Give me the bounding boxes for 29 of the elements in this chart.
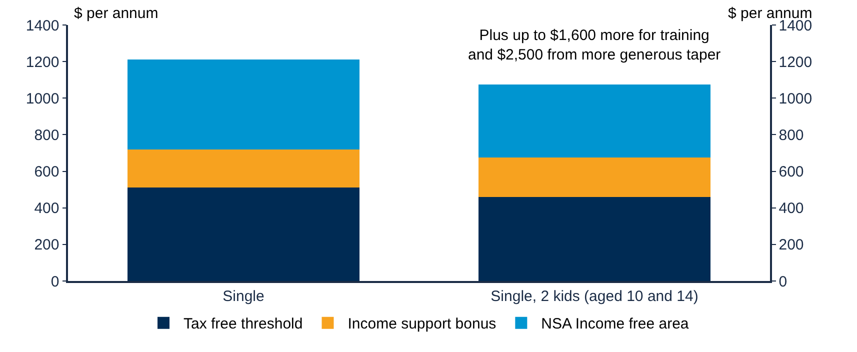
- x-tick-label: Single: [222, 288, 264, 305]
- y2-tick-label: 400: [778, 200, 804, 218]
- x-tick-label: Single, 2 kids (aged 10 and 14): [490, 288, 698, 305]
- y2-tick-label: 1200: [778, 54, 812, 71]
- bar: [478, 84, 710, 158]
- y2-tick-label: 800: [778, 126, 804, 144]
- y2-tick-label: 200: [778, 236, 804, 254]
- bar: [128, 149, 360, 188]
- y-tick-label: 1200: [26, 54, 60, 71]
- y-tick-label: 200: [34, 236, 60, 254]
- y2-tick-label: 1000: [778, 90, 812, 108]
- y-tick-label: 1400: [26, 17, 60, 34]
- y-tick-label: 1000: [26, 90, 60, 108]
- y-tick-label: 600: [34, 164, 60, 181]
- bar: [128, 188, 360, 281]
- annotation: Plus up to $1,600 more for training and $2,500 from more generous taper: [468, 27, 721, 64]
- y2-tick-label: 600: [778, 164, 804, 181]
- legend-label: Tax free threshold: [184, 316, 303, 333]
- y-tick-label: 800: [34, 126, 60, 144]
- bar: [478, 196, 710, 281]
- bar: [478, 158, 710, 197]
- y-tick-label: 0: [50, 273, 60, 290]
- y-tick-label: 400: [34, 200, 60, 218]
- y-axis-title: $ per annum: [74, 5, 158, 22]
- y2-tick-label: 0: [778, 273, 788, 290]
- y2-tick-label: 1400: [778, 17, 812, 34]
- legend-label: Income support bonus: [348, 316, 496, 333]
- legend-label: NSA Income free area: [541, 316, 690, 333]
- bar: [128, 60, 360, 150]
